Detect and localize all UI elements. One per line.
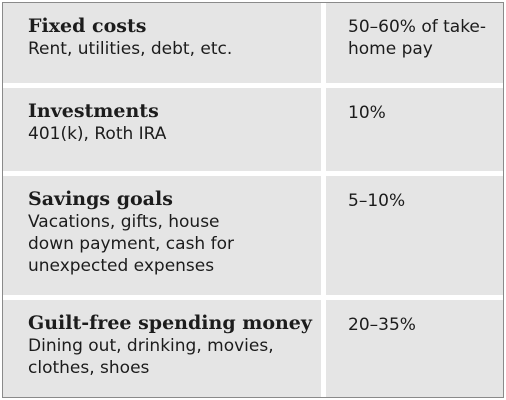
category-description: 401(k), Roth IRA <box>28 124 167 144</box>
percentage-value: 5–10% <box>348 191 406 211</box>
category-title: Savings goals <box>28 188 173 210</box>
category-description: Vacations, gifts, house down payment, ca… <box>28 212 234 276</box>
percentage-value: 20–35% <box>348 315 416 335</box>
category-description: Rent, utilities, debt, etc. <box>28 39 233 59</box>
percentage-value: 50–60% of take-home pay <box>348 17 487 59</box>
percentage-value: 10% <box>348 103 386 123</box>
percentage-cell: 50–60% of take-home pay <box>321 3 503 83</box>
table-row: Fixed costs Rent, utilities, debt, etc. … <box>3 3 503 83</box>
category-description: Dining out, drinking, movies, clothes, s… <box>28 336 274 378</box>
category-cell: Savings goals Vacations, gifts, house do… <box>3 176 321 295</box>
category-title: Guilt-free spending money <box>28 312 312 334</box>
category-cell: Fixed costs Rent, utilities, debt, etc. <box>3 3 321 83</box>
table-row: Investments 401(k), Roth IRA 10% <box>3 83 503 171</box>
category-title: Investments <box>28 100 159 122</box>
percentage-cell: 10% <box>321 88 503 171</box>
table-row: Guilt-free spending money Dining out, dr… <box>3 295 503 397</box>
percentage-cell: 20–35% <box>321 300 503 397</box>
percentage-cell: 5–10% <box>321 176 503 295</box>
category-cell: Investments 401(k), Roth IRA <box>3 88 321 171</box>
category-title: Fixed costs <box>28 15 147 37</box>
table-row: Savings goals Vacations, gifts, house do… <box>3 171 503 295</box>
category-cell: Guilt-free spending money Dining out, dr… <box>3 300 321 397</box>
